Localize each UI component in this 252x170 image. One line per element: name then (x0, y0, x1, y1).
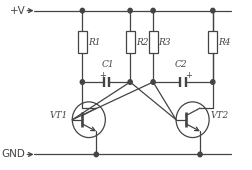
Text: R2: R2 (135, 38, 148, 47)
FancyBboxPatch shape (125, 31, 134, 53)
Circle shape (80, 80, 84, 84)
Text: R3: R3 (158, 38, 170, 47)
Text: GND: GND (2, 149, 25, 159)
Circle shape (128, 8, 132, 13)
Circle shape (150, 8, 155, 13)
Circle shape (80, 8, 84, 13)
Circle shape (210, 80, 214, 84)
Text: VT1: VT1 (49, 111, 68, 120)
Text: +: + (184, 71, 191, 80)
Circle shape (128, 80, 132, 84)
Text: C1: C1 (101, 60, 114, 69)
Text: +: + (99, 71, 106, 80)
Text: VT2: VT2 (210, 111, 228, 120)
Circle shape (210, 8, 214, 13)
Circle shape (197, 152, 201, 157)
Text: R1: R1 (87, 38, 100, 47)
Text: +V: +V (10, 6, 25, 16)
Text: R4: R4 (217, 38, 230, 47)
FancyBboxPatch shape (207, 31, 216, 53)
FancyBboxPatch shape (77, 31, 87, 53)
Circle shape (94, 152, 98, 157)
Circle shape (150, 80, 155, 84)
Text: C2: C2 (174, 60, 187, 69)
FancyBboxPatch shape (148, 31, 157, 53)
